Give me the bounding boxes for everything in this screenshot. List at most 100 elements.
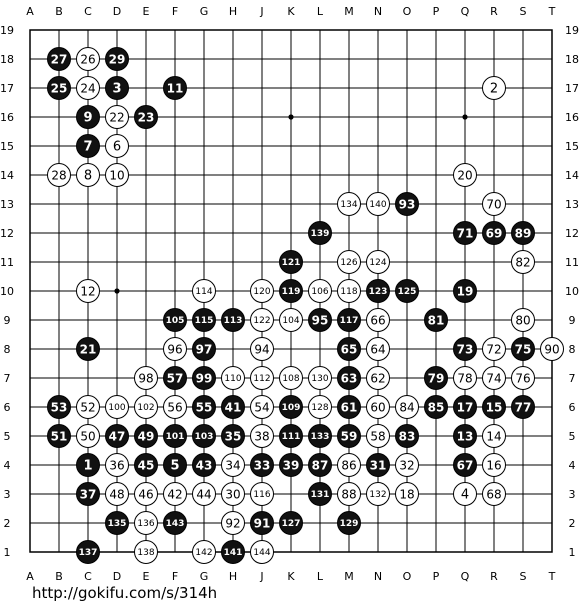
source-url[interactable]: http://gokifu.com/s/314h (32, 584, 218, 602)
move-number: 50 (80, 429, 95, 443)
stone-disc (337, 279, 361, 303)
move-number: 33 (254, 458, 271, 472)
black-stone: 29 (105, 47, 129, 71)
stone-disc (105, 163, 129, 187)
column-label-top: P (433, 5, 440, 18)
move-number: 49 (138, 429, 155, 443)
black-stone: 7 (76, 134, 100, 158)
move-number: 108 (282, 374, 299, 384)
black-stone: 73 (453, 337, 477, 361)
stone-disc (337, 395, 361, 419)
move-number: 61 (341, 400, 358, 414)
row-label-left: 10 (0, 285, 14, 298)
black-stone: 5 (163, 453, 187, 477)
move-number: 12 (80, 284, 95, 298)
stone-disc (105, 453, 129, 477)
stone-disc (221, 453, 245, 477)
row-label-right: 2 (569, 517, 576, 530)
stone-disc (134, 482, 158, 506)
white-stone: 132 (366, 482, 390, 506)
move-number: 21 (80, 342, 97, 356)
black-stone: 97 (192, 337, 216, 361)
black-stone: 135 (105, 511, 129, 535)
move-number: 141 (224, 548, 243, 558)
white-stone: 116 (250, 482, 274, 506)
stone-disc (250, 424, 274, 448)
move-number: 38 (254, 429, 269, 443)
board-border (29, 29, 553, 553)
stone-disc (105, 47, 129, 71)
move-number: 124 (369, 258, 386, 268)
move-number: 45 (138, 458, 155, 472)
black-stone: 95 (308, 308, 332, 332)
stone-disc (163, 424, 187, 448)
black-stone: 9 (76, 105, 100, 129)
white-stone: 134 (337, 192, 361, 216)
white-stone: 2 (482, 76, 506, 100)
stone-disc (250, 453, 274, 477)
white-stone: 130 (308, 366, 332, 390)
row-label-left: 6 (4, 401, 11, 414)
stone-disc (250, 540, 274, 564)
black-stone: 71 (453, 221, 477, 245)
stone-disc (250, 337, 274, 361)
move-number: 64 (370, 342, 385, 356)
black-stone: 77 (511, 395, 535, 419)
white-stone: 56 (163, 395, 187, 419)
white-stone: 78 (453, 366, 477, 390)
black-stone: 103 (192, 424, 216, 448)
move-number: 137 (79, 548, 98, 558)
stone-disc (76, 337, 100, 361)
stone-disc (279, 279, 303, 303)
move-number: 106 (311, 287, 328, 297)
stone-disc (511, 250, 535, 274)
stone-disc (76, 134, 100, 158)
stone-disc (105, 482, 129, 506)
white-stone: 88 (337, 482, 361, 506)
column-label-bottom: K (287, 570, 295, 583)
column-label-bottom: F (172, 570, 178, 583)
move-number: 112 (253, 374, 270, 384)
stone-disc (76, 453, 100, 477)
move-number: 113 (224, 316, 243, 326)
move-number: 120 (253, 287, 270, 297)
white-stone: 94 (250, 337, 274, 361)
move-number: 83 (399, 429, 416, 443)
white-stone: 44 (192, 482, 216, 506)
column-label-top: J (259, 5, 263, 18)
black-stone: 59 (337, 424, 361, 448)
row-label-right: 9 (569, 314, 576, 327)
stone-disc (337, 424, 361, 448)
white-stone: 12 (76, 279, 100, 303)
white-stone: 102 (134, 395, 158, 419)
row-label-left: 12 (0, 227, 14, 240)
column-label-top: N (374, 5, 382, 18)
stone-disc (366, 279, 390, 303)
black-stone: 81 (424, 308, 448, 332)
move-number: 8 (84, 169, 92, 184)
column-label-bottom: Q (461, 570, 470, 583)
black-stone: 21 (76, 337, 100, 361)
row-label-right: 7 (569, 372, 576, 385)
black-stone: 105 (163, 308, 187, 332)
black-stone: 61 (337, 395, 361, 419)
move-number: 140 (369, 200, 386, 210)
move-number: 9 (83, 111, 92, 126)
move-number: 52 (80, 400, 95, 414)
white-stone: 104 (279, 308, 303, 332)
column-label-top: C (84, 5, 92, 18)
stone-disc (221, 395, 245, 419)
row-label-left: 3 (4, 488, 11, 501)
row-label-right: 19 (565, 24, 579, 37)
move-number: 66 (370, 313, 385, 327)
black-stone: 55 (192, 395, 216, 419)
stone-disc (424, 395, 448, 419)
black-stone: 75 (511, 337, 535, 361)
stone-disc (76, 279, 100, 303)
white-stone: 74 (482, 366, 506, 390)
row-label-right: 12 (565, 227, 579, 240)
white-stone: 14 (482, 424, 506, 448)
column-label-top: F (172, 5, 178, 18)
move-number: 74 (486, 371, 501, 385)
stone-disc (453, 221, 477, 245)
